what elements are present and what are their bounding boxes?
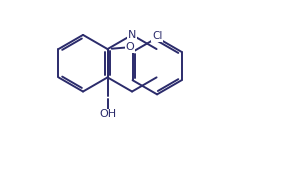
- Text: O: O: [126, 42, 134, 52]
- Text: OH: OH: [99, 109, 116, 120]
- Text: N: N: [128, 30, 136, 40]
- Text: Cl: Cl: [152, 31, 162, 41]
